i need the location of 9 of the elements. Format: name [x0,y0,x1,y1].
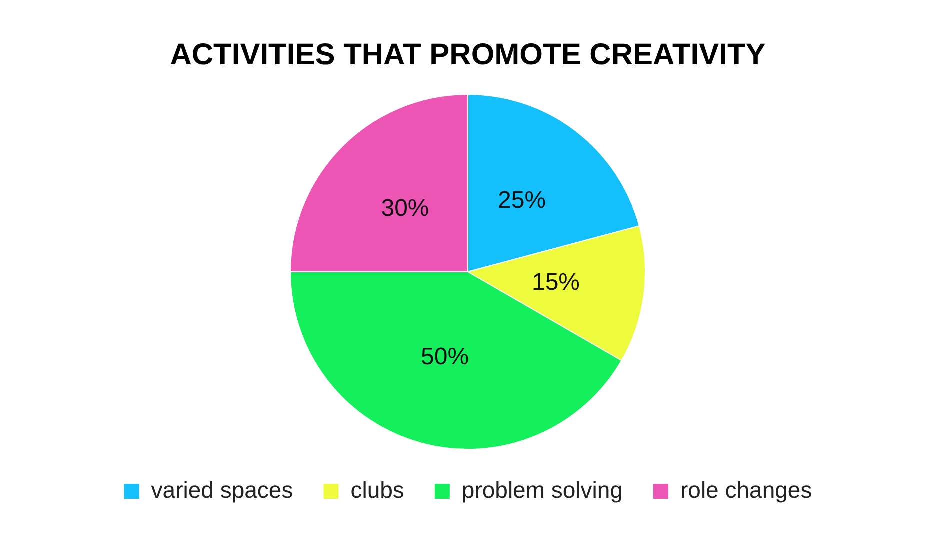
data-label: 50% [421,343,470,370]
legend-label: varied spaces [151,476,294,503]
data-label: 15% [532,269,580,296]
legend-label: clubs [350,476,404,503]
chart-title: ACTIVITIES THAT PROMOTE CREATIVITY [170,38,766,72]
data-label: 30% [381,194,430,222]
legend-label: role changes [680,476,812,503]
data-label: 25% [498,187,546,214]
legend-label: problem solving [462,476,624,503]
